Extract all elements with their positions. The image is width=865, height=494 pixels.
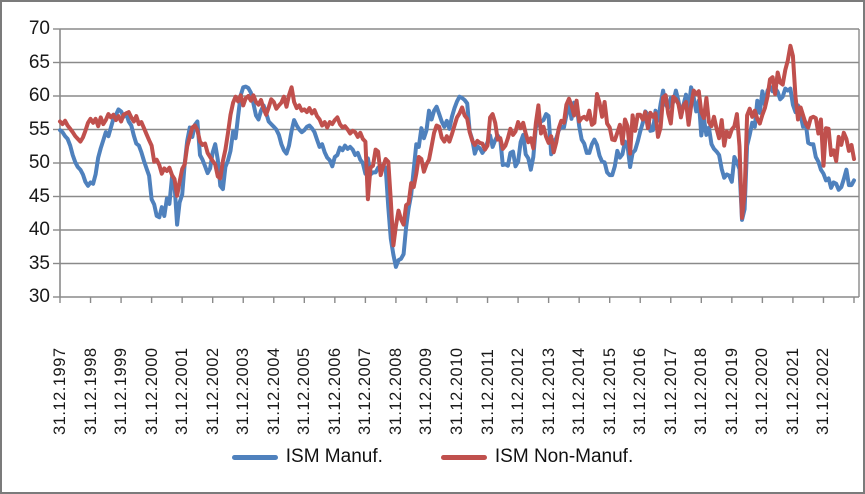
x-tick-label: 31.12.2005 [295, 347, 314, 435]
series-line-manuf [58, 84, 856, 269]
x-tick-label: 31.12.2000 [142, 347, 161, 435]
y-tick-label: 60 [28, 85, 50, 106]
x-tick-label: 31.12.2006 [325, 347, 344, 435]
x-tick-label: 31.12.2021 [783, 347, 802, 435]
x-tick-label: 31.12.2018 [692, 347, 711, 435]
x-tick-label: 31.12.2002 [203, 347, 222, 435]
y-tick-label: 40 [28, 219, 50, 240]
y-tick-label: 35 [28, 252, 50, 274]
x-tick-label: 31.12.1999 [112, 347, 131, 435]
x-tick-label: 31.12.2008 [386, 347, 405, 435]
x-tick-label: 31.12.2012 [509, 347, 528, 435]
x-tick-label: 31.12.2022 [814, 347, 833, 435]
legend: ISM Manuf. ISM Non-Manuf. [2, 446, 863, 468]
x-tick-label: 31.12.1998 [81, 347, 100, 435]
y-tick-label: 70 [28, 18, 50, 39]
x-tick-label: 31.12.2019 [722, 347, 741, 435]
y-tick-label: 65 [28, 51, 50, 73]
x-tick-label: 31.12.2009 [417, 347, 436, 435]
x-tick-label: 31.12.2001 [173, 347, 192, 435]
x-tick-label: 31.12.2004 [264, 347, 283, 435]
x-tick-label: 31.12.2015 [600, 347, 619, 435]
nonmanuf-line-sample [440, 454, 487, 460]
legend-item-manuf: ISM Manuf. [231, 446, 383, 468]
legend-label-manuf: ISM Manuf. [285, 446, 383, 467]
legend-item-nonmanuf: ISM Non-Manuf. [440, 446, 634, 468]
x-tick-label: 31.12.2007 [356, 347, 375, 435]
manuf-line-sample [231, 454, 278, 460]
x-tick-label: 31.12.2014 [570, 347, 589, 435]
x-tick-label: 31.12.2020 [753, 347, 772, 435]
x-tick-label: 31.12.1997 [51, 347, 69, 435]
series-line-nonmanuf [58, 43, 856, 248]
y-tick-label: 55 [28, 118, 50, 140]
x-tick-label: 31.12.2013 [539, 347, 558, 435]
x-tick-label: 31.12.2010 [448, 347, 466, 435]
y-tick-label: 50 [28, 152, 50, 173]
x-tick-label: 31.12.2016 [631, 347, 650, 435]
y-tick-label: 30 [28, 286, 50, 307]
x-tick-label: 31.12.2017 [661, 347, 680, 435]
x-tick-label: 31.12.2003 [234, 347, 253, 435]
x-tick-label: 31.12.2011 [478, 348, 497, 435]
legend-label-nonmanuf: ISM Non-Manuf. [494, 446, 634, 467]
y-tick-label: 45 [28, 185, 50, 207]
plot-area [53, 28, 860, 303]
